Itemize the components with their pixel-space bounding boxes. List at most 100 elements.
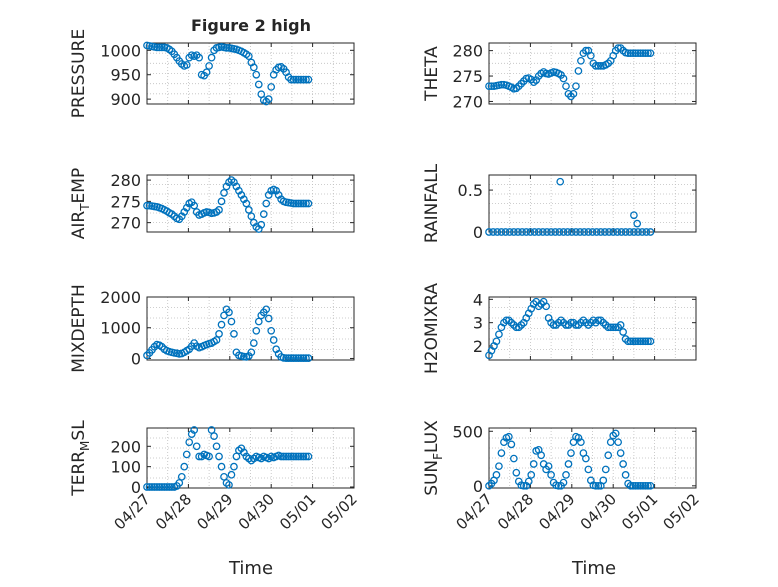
data-point bbox=[150, 483, 159, 491]
figure-title: Figure 2 high bbox=[191, 16, 311, 35]
data-point bbox=[155, 483, 164, 491]
data-point bbox=[616, 321, 625, 329]
data-point bbox=[195, 452, 204, 461]
y-tick-label: 1000 bbox=[100, 41, 141, 60]
data-point bbox=[215, 452, 223, 461]
data-point bbox=[294, 354, 303, 363]
data-point bbox=[592, 228, 601, 236]
data-point bbox=[227, 317, 236, 326]
data-point bbox=[514, 228, 522, 236]
data-point bbox=[624, 49, 632, 58]
data-point bbox=[143, 201, 151, 210]
data-point bbox=[556, 177, 565, 186]
x-tick-label: 04/28 bbox=[152, 490, 195, 533]
data-point bbox=[297, 199, 305, 208]
data-point bbox=[304, 199, 313, 208]
data-point bbox=[249, 339, 258, 347]
data-point bbox=[497, 228, 506, 236]
y-axis-label: PRESSURE bbox=[69, 29, 89, 118]
y-tick-label: 1000 bbox=[100, 319, 141, 338]
data-point bbox=[277, 452, 285, 461]
data-point bbox=[636, 49, 645, 58]
data-point bbox=[252, 326, 261, 335]
data-point bbox=[626, 49, 635, 58]
data-point bbox=[626, 481, 635, 490]
data-point bbox=[153, 483, 161, 491]
data-point bbox=[641, 49, 650, 58]
data-point bbox=[289, 199, 298, 208]
data-point bbox=[641, 337, 650, 346]
data-point bbox=[505, 432, 513, 441]
data-point bbox=[514, 477, 523, 486]
data-point bbox=[269, 336, 278, 344]
data-point bbox=[534, 228, 543, 236]
data-point bbox=[619, 460, 627, 468]
axes-box bbox=[146, 427, 355, 489]
data-point bbox=[215, 330, 223, 338]
data-point bbox=[606, 323, 615, 332]
data-point bbox=[492, 471, 501, 479]
data-point bbox=[591, 62, 600, 70]
data-point bbox=[292, 75, 300, 84]
data-point bbox=[205, 452, 213, 461]
x-tick-label: 04/28 bbox=[494, 490, 537, 533]
data-point bbox=[572, 228, 580, 236]
data-point bbox=[588, 228, 597, 236]
data-point bbox=[611, 429, 620, 438]
subplot-h2omixra: 2 3 4 H2OMIXRA bbox=[422, 283, 697, 374]
data-point bbox=[543, 228, 551, 236]
y-tick-label: 280 bbox=[110, 171, 141, 190]
y-axis-label: SUNFLUX bbox=[422, 420, 445, 496]
x-tick-label: 05/02 bbox=[318, 490, 361, 533]
data-point bbox=[634, 49, 642, 58]
data-point bbox=[158, 43, 166, 52]
subplot-theta: 270 275 280 THETA bbox=[422, 42, 697, 111]
data-point bbox=[634, 228, 642, 236]
y-tick-label: 3 bbox=[473, 314, 483, 333]
data-point bbox=[153, 43, 161, 52]
data-point bbox=[190, 201, 199, 210]
data-point bbox=[559, 74, 568, 83]
data-point bbox=[182, 450, 191, 459]
data-point bbox=[646, 228, 655, 236]
data-point bbox=[297, 75, 305, 84]
data-point bbox=[547, 471, 555, 479]
data-point bbox=[267, 326, 276, 335]
data-point bbox=[225, 481, 233, 489]
subplot-pressure: 900 950 1000 PRESSURE bbox=[69, 29, 355, 118]
data-point bbox=[247, 348, 256, 357]
data-point bbox=[205, 62, 213, 70]
data-point bbox=[574, 67, 583, 75]
data-point bbox=[225, 308, 233, 317]
data-point bbox=[302, 75, 310, 84]
data-point bbox=[644, 481, 652, 490]
data-point bbox=[143, 351, 151, 360]
data-point bbox=[519, 481, 528, 490]
data-point bbox=[559, 478, 568, 487]
data-point bbox=[584, 465, 593, 474]
data-point bbox=[509, 454, 518, 463]
data-point bbox=[299, 199, 308, 208]
data-point bbox=[155, 43, 164, 52]
data-point bbox=[642, 228, 651, 236]
data-point bbox=[559, 228, 568, 236]
data-point bbox=[267, 83, 276, 91]
y-tick-label: 200 bbox=[110, 437, 141, 456]
y-tick-label: 0 bbox=[131, 478, 141, 497]
data-point bbox=[244, 52, 253, 61]
data-point bbox=[555, 228, 564, 236]
data-point bbox=[282, 354, 290, 363]
data-point bbox=[526, 228, 535, 236]
data-point bbox=[282, 452, 290, 461]
data-point bbox=[580, 228, 589, 236]
data-point bbox=[247, 212, 256, 221]
data-point bbox=[163, 483, 171, 491]
data-point bbox=[538, 228, 547, 236]
data-point bbox=[304, 75, 313, 84]
data-point bbox=[626, 337, 635, 346]
data-point bbox=[220, 189, 228, 197]
data-point bbox=[302, 354, 310, 363]
data-point bbox=[259, 210, 268, 218]
data-point bbox=[145, 483, 154, 491]
